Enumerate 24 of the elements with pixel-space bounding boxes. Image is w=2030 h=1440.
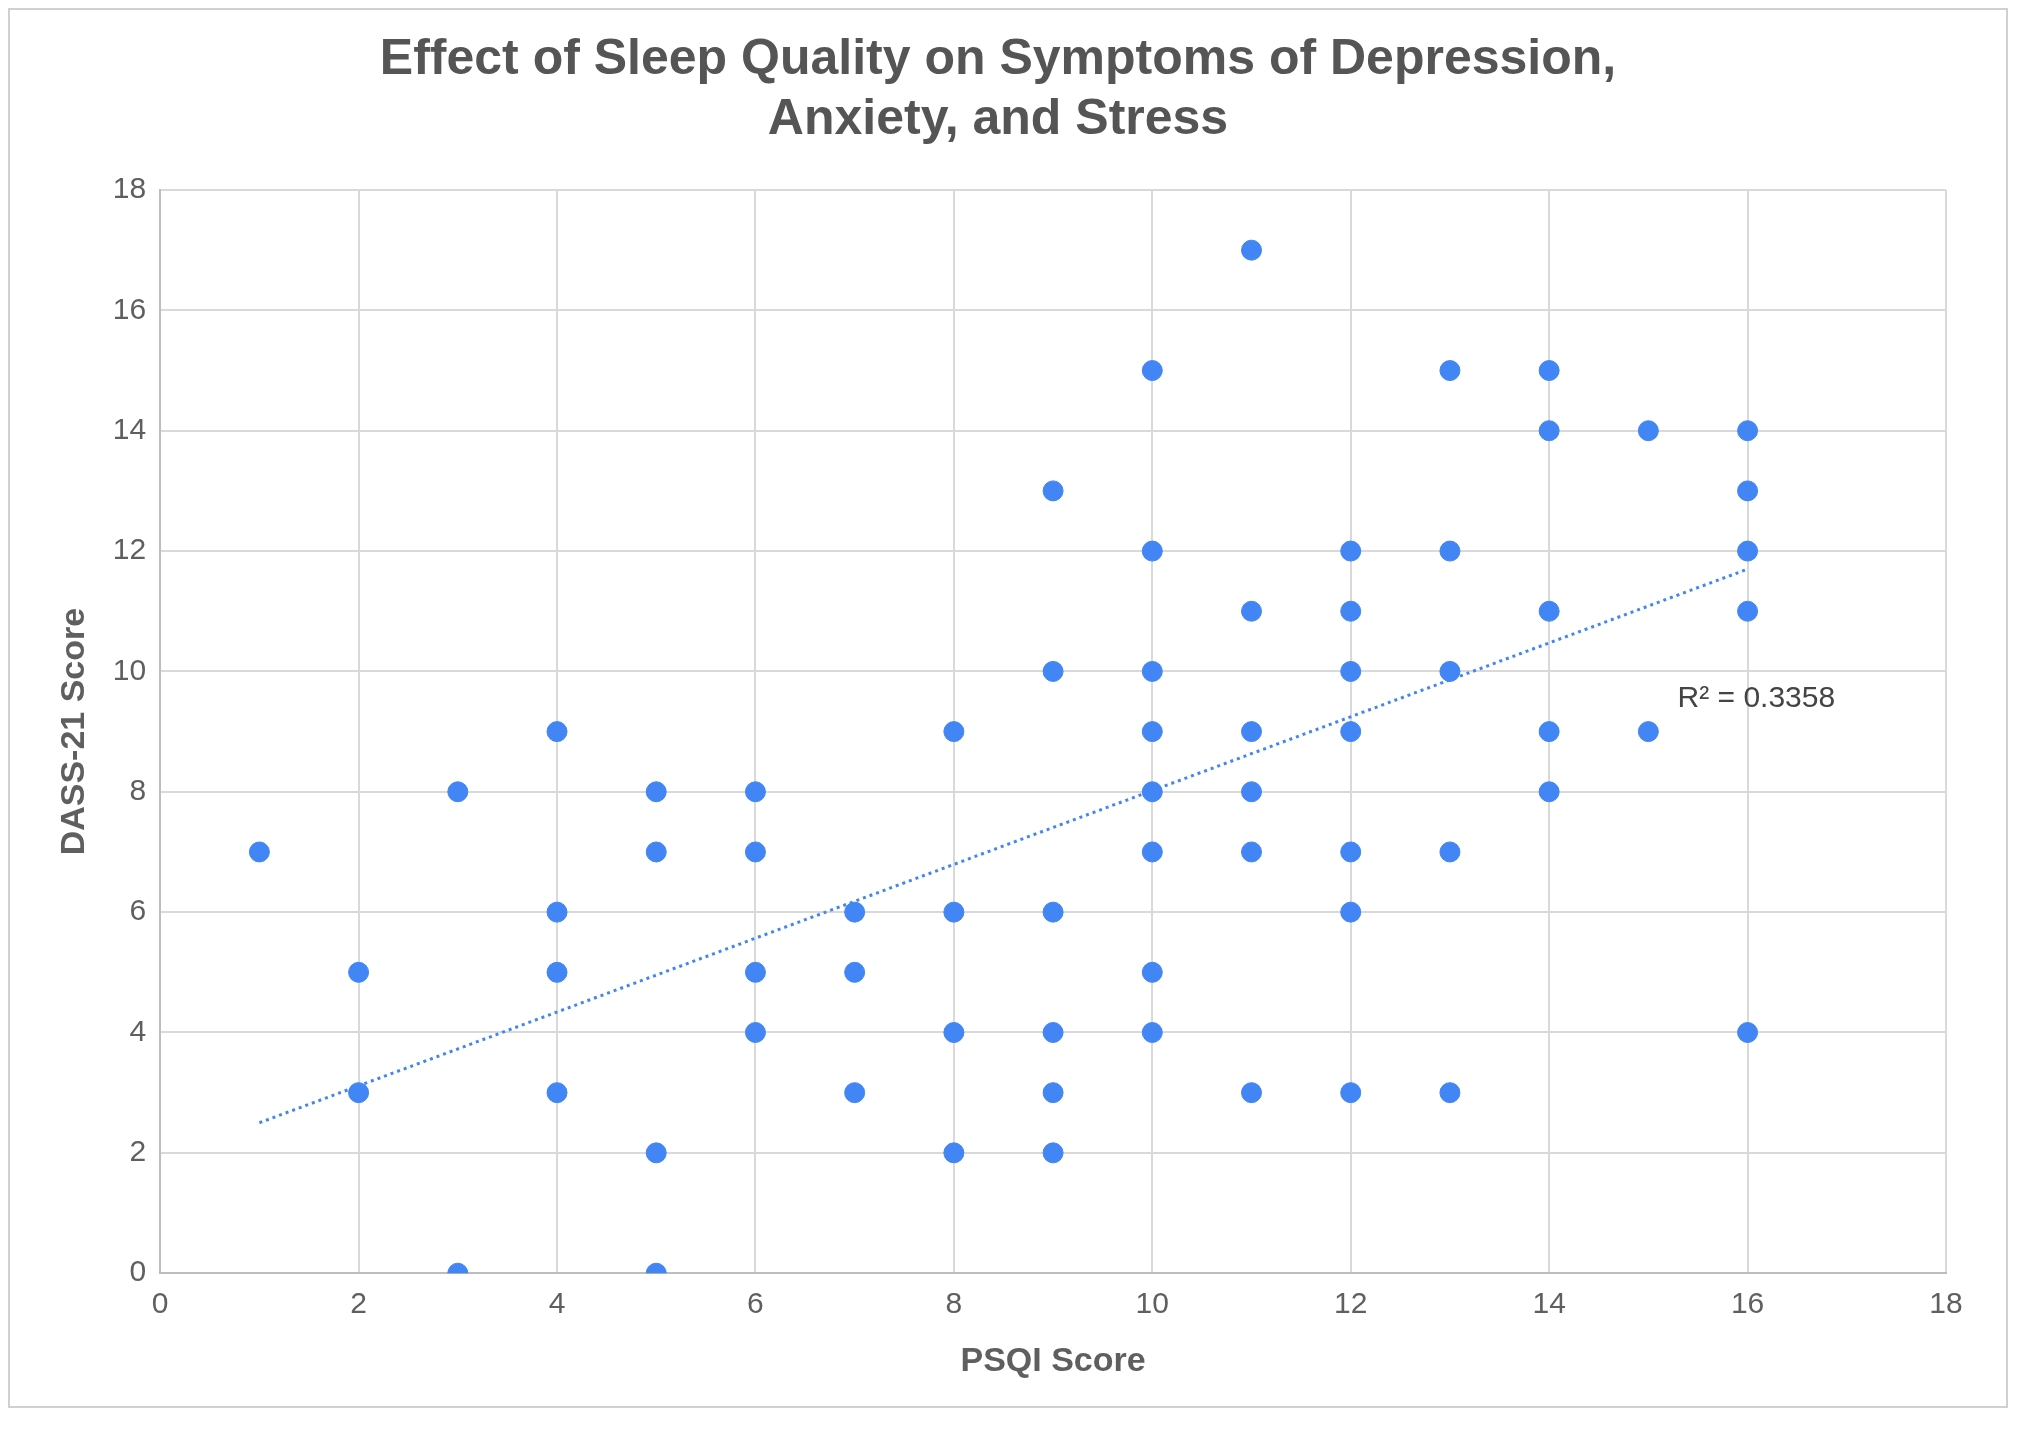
x-tick-label: 16 xyxy=(1730,1286,1765,1320)
x-tick-label: 2 xyxy=(350,1286,367,1320)
y-tick-label: 18 xyxy=(112,171,147,205)
y-tick-label: 16 xyxy=(112,291,147,325)
y-tick-label: 8 xyxy=(129,773,147,807)
y-tick-label: 12 xyxy=(112,532,147,566)
y-tick-label: 14 xyxy=(112,411,147,445)
x-axis-title: PSQI Score xyxy=(960,1339,1146,1378)
x-tick-label: 0 xyxy=(151,1286,169,1320)
x-tick-label: 14 xyxy=(1532,1286,1566,1320)
x-tick-label: 18 xyxy=(1929,1286,1963,1320)
y-tick-label: 6 xyxy=(129,893,147,927)
y-tick-label: 10 xyxy=(112,652,147,686)
x-tick-label: 4 xyxy=(548,1286,566,1320)
x-tick-label: 12 xyxy=(1334,1286,1368,1320)
x-tick-label: 8 xyxy=(945,1286,963,1320)
annotation: R² = 0.3358 xyxy=(1677,680,1836,714)
x-tick-label: 10 xyxy=(1135,1286,1169,1320)
x-tick-label: 6 xyxy=(747,1286,764,1320)
y-tick-label: 4 xyxy=(129,1013,147,1047)
y-tick-label: 0 xyxy=(129,1254,147,1288)
chart-title: Effect of Sleep Quality on Symptoms of Depression, Anxiety, and Stress xyxy=(379,28,1617,145)
y-axis-title: DASS-21 Score xyxy=(52,607,91,856)
y-tick-label: 2 xyxy=(129,1134,147,1168)
